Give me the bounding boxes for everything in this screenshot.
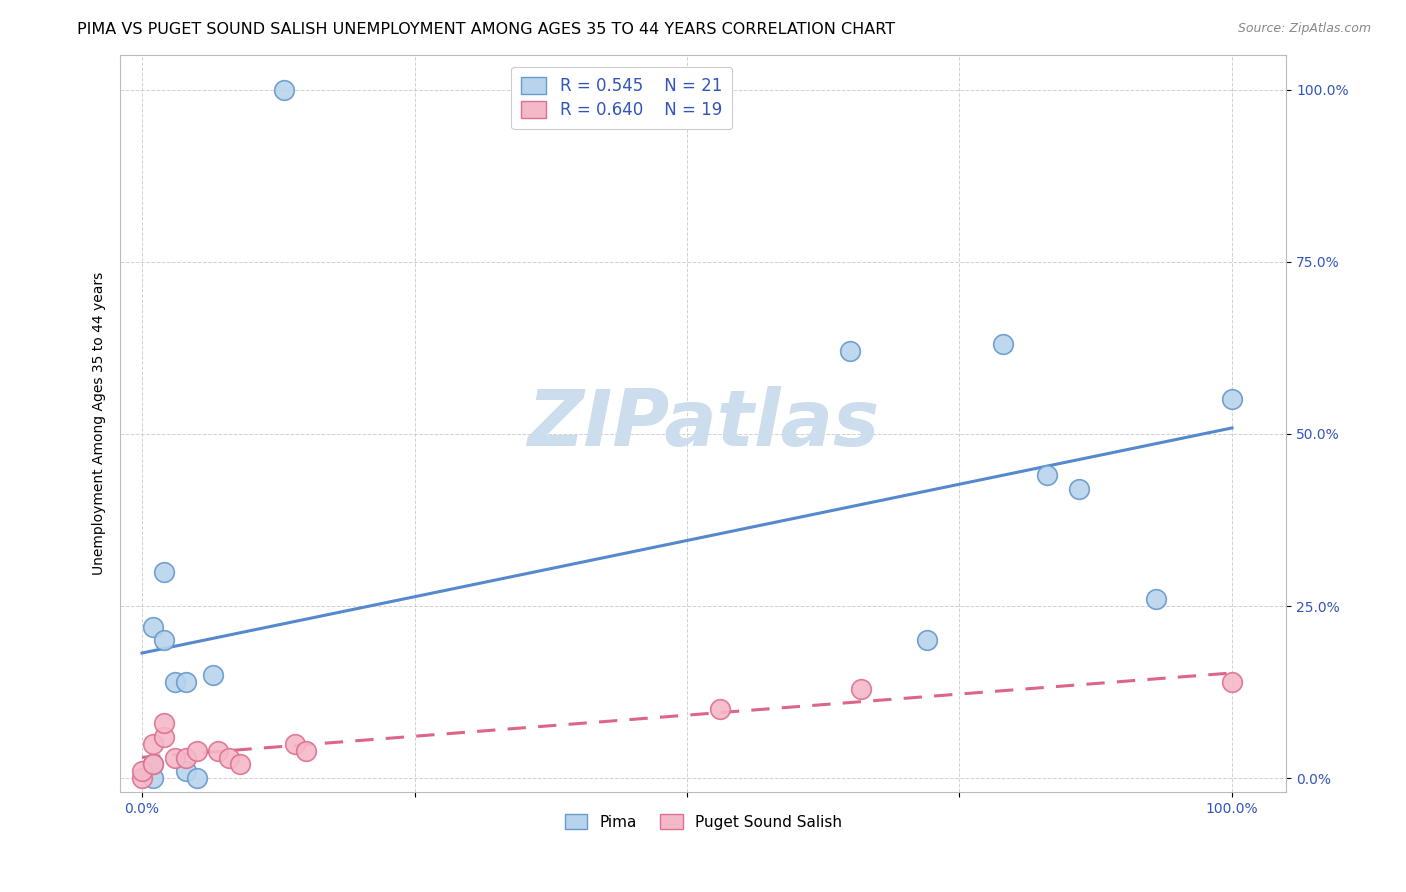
Legend: Pima, Puget Sound Salish: Pima, Puget Sound Salish [558, 807, 848, 836]
Point [174, 750, 197, 764]
Point [174, 764, 197, 779]
Point [153, 730, 176, 744]
Point [142, 771, 165, 785]
Point [186, 771, 208, 785]
Point [1220, 392, 1243, 407]
Point [153, 633, 176, 648]
Point [709, 702, 731, 716]
Text: Source: ZipAtlas.com: Source: ZipAtlas.com [1237, 22, 1371, 36]
Point [229, 757, 252, 772]
Point [163, 674, 186, 689]
Point [131, 764, 153, 779]
Point [1144, 592, 1167, 607]
Point [284, 737, 307, 751]
Y-axis label: Unemployment Among Ages 35 to 44 years: Unemployment Among Ages 35 to 44 years [93, 272, 107, 575]
Text: PIMA VS PUGET SOUND SALISH UNEMPLOYMENT AMONG AGES 35 TO 44 YEARS CORRELATION CH: PIMA VS PUGET SOUND SALISH UNEMPLOYMENT … [77, 22, 896, 37]
Point [174, 674, 197, 689]
Point [1035, 468, 1057, 483]
Point [839, 344, 862, 359]
Point [1220, 674, 1243, 689]
Point [915, 633, 938, 648]
Point [186, 744, 208, 758]
Point [294, 744, 316, 758]
Point [142, 757, 165, 772]
Point [153, 716, 176, 731]
Point [142, 757, 165, 772]
Point [142, 737, 165, 751]
Point [851, 681, 873, 696]
Point [1069, 482, 1091, 496]
Point [273, 82, 295, 96]
Point [163, 750, 186, 764]
Point [153, 565, 176, 579]
Point [991, 337, 1014, 351]
Text: ZIPatlas: ZIPatlas [527, 385, 880, 461]
Point [131, 771, 153, 785]
Point [142, 620, 165, 634]
Point [207, 744, 229, 758]
Point [218, 750, 240, 764]
Point [201, 668, 224, 682]
